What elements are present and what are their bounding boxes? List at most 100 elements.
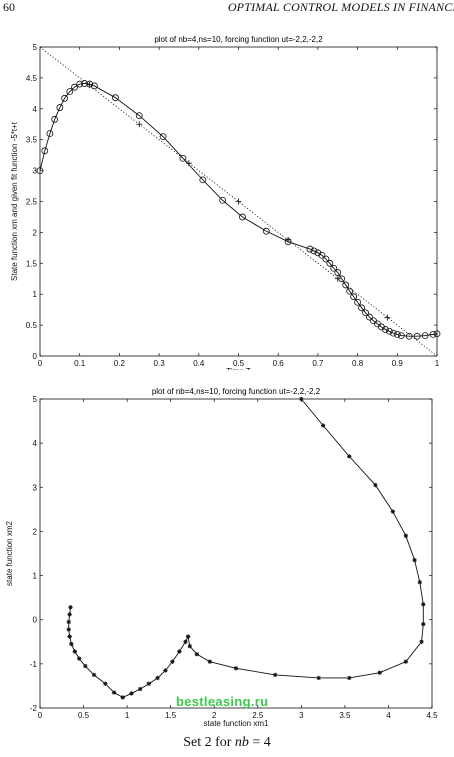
x-tick-label: 0.7	[312, 359, 324, 368]
plus-marker	[86, 81, 93, 88]
plot-title: plot of nb=4,ns=10, forcing function ut=…	[154, 35, 323, 44]
y-tick-label: 3	[33, 167, 38, 176]
star-marker	[129, 691, 134, 696]
x-tick-label: 2.5	[252, 711, 264, 720]
circle-marker	[322, 255, 330, 263]
y-tick-label: 4.5	[26, 74, 38, 83]
circle-marker	[179, 154, 187, 162]
circle-marker	[342, 281, 350, 289]
caption-variable: nb	[234, 735, 249, 750]
x-tick-label: 0.3	[154, 359, 166, 368]
star-marker	[67, 634, 72, 639]
x-tick-label: 0.5	[233, 359, 245, 368]
star-marker	[66, 619, 71, 625]
watermark-text-b: .ru	[250, 694, 269, 709]
circle-marker	[429, 330, 437, 338]
star-marker	[316, 675, 321, 681]
x-tick-label: 1	[435, 359, 440, 368]
circle-marker	[61, 94, 69, 102]
y-tick-label: 4	[33, 105, 38, 114]
figure-caption: Set 2 for nb = 4	[0, 735, 454, 751]
circle-marker	[362, 309, 369, 317]
circle-marker	[56, 104, 64, 111]
x-tick-label: 4.5	[426, 711, 438, 720]
x-tick-label: 0.9	[392, 359, 404, 368]
caption-rest: = 4	[248, 735, 271, 750]
star-marker	[67, 612, 72, 617]
star-marker	[194, 651, 199, 657]
watermark: bestleasing.ru	[176, 694, 268, 709]
y-tick-label: 3	[33, 483, 38, 492]
star-marker	[72, 649, 78, 654]
y-axis-label: state function xm2	[5, 520, 14, 585]
star-marker	[403, 533, 409, 539]
plus-marker	[235, 198, 242, 205]
y-tick-label: -2	[30, 704, 38, 713]
star-marker	[69, 641, 74, 647]
series-line	[39, 83, 438, 337]
x-tick-label: 3.5	[339, 711, 351, 720]
circle-marker	[314, 249, 322, 257]
star-marker	[412, 557, 417, 563]
star-marker	[299, 396, 304, 402]
circle-marker	[381, 326, 389, 333]
star-marker	[155, 675, 160, 681]
star-marker	[373, 482, 378, 488]
circle-marker	[76, 80, 84, 88]
circle-marker	[318, 251, 326, 259]
y-tick-label: 3.5	[26, 136, 38, 145]
circle-marker	[350, 293, 358, 301]
x-tick-label: 0.6	[273, 359, 285, 368]
chart-top: plot of nb=4,ns=10, forcing function ut=…	[10, 35, 441, 370]
y-tick-label: 2	[33, 228, 38, 237]
figure-bottom: plot of nb=4,ns=10, forcing function ut=…	[0, 376, 454, 728]
circle-marker	[135, 112, 143, 119]
plus-marker	[384, 314, 391, 321]
circle-marker	[159, 133, 167, 141]
circle-marker	[46, 130, 54, 137]
x-tick-label: 1	[125, 711, 130, 720]
star-marker	[183, 639, 188, 644]
circle-marker	[239, 213, 246, 221]
x-axis-label: state function xm1	[204, 719, 269, 728]
star-marker	[111, 690, 117, 695]
star-marker	[146, 681, 152, 686]
y-tick-label: 0.5	[26, 321, 38, 330]
star-marker	[421, 602, 426, 607]
y-tick-label: 5	[33, 43, 38, 52]
circle-marker	[36, 167, 44, 175]
star-marker	[417, 579, 423, 585]
x-tick-label: 0.2	[114, 359, 126, 368]
star-marker	[66, 627, 71, 632]
star-marker	[187, 644, 193, 649]
circle-marker	[330, 264, 338, 272]
circle-marker	[358, 304, 365, 312]
y-tick-label: 1	[33, 290, 38, 299]
circle-marker	[199, 176, 207, 184]
star-marker	[185, 634, 191, 639]
y-tick-label: 0	[33, 616, 38, 625]
y-tick-label: 5	[33, 395, 38, 404]
circle-marker	[346, 287, 354, 295]
circle-marker	[334, 269, 342, 276]
star-marker	[83, 663, 88, 669]
x-tick-label: 4	[386, 711, 391, 720]
running-title: OPTIMAL CONTROL MODELS IN FINANCE	[227, 0, 454, 14]
circle-marker	[112, 94, 119, 102]
star-marker	[68, 605, 73, 610]
star-marker	[120, 695, 125, 700]
circle-marker	[310, 247, 318, 255]
circle-marker	[262, 227, 270, 235]
x-tick-label: 1.5	[165, 711, 177, 720]
star-marker	[163, 668, 168, 673]
circle-marker	[413, 332, 421, 340]
running-head: 60 OPTIMAL CONTROL MODELS IN FINANCE	[0, 0, 454, 16]
chart-bottom: plot of nb=4,ns=10, forcing function ut=…	[5, 387, 438, 728]
y-tick-label: 1.5	[26, 259, 38, 268]
circle-marker	[71, 83, 78, 91]
star-marker	[273, 672, 278, 678]
circle-marker	[354, 298, 362, 306]
y-tick-label: 2.5	[26, 198, 38, 207]
y-tick-label: 0	[33, 352, 38, 361]
x-tick-label: 0.5	[78, 711, 90, 720]
